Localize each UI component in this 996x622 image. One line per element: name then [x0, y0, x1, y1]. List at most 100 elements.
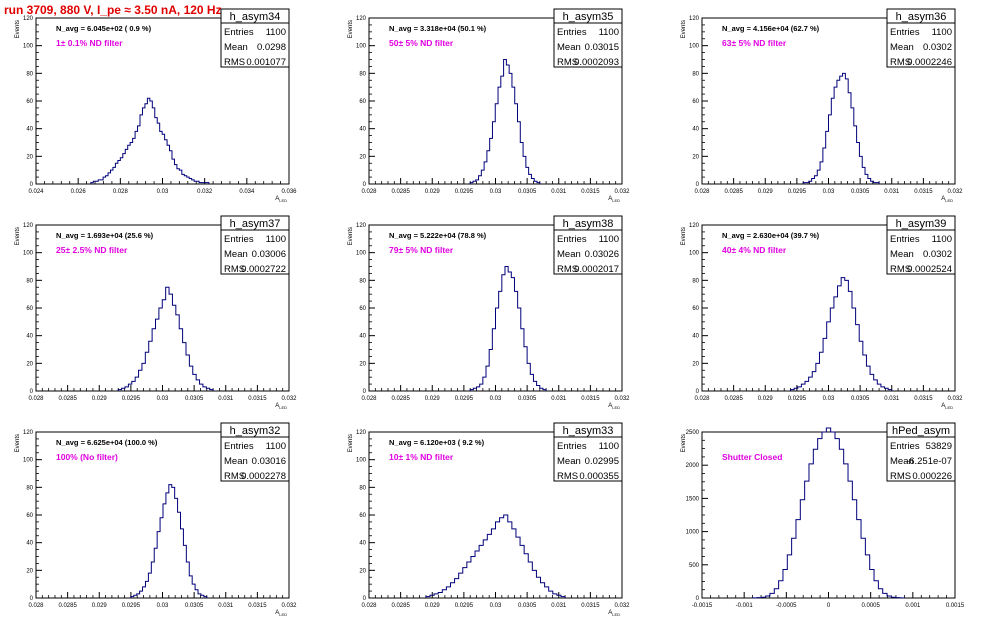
- x-axis-label-subscript: LED: [279, 405, 287, 410]
- stats-label: Entries: [557, 441, 587, 452]
- y-tick-label: 0: [696, 389, 700, 395]
- y-axis-label: Events: [681, 20, 687, 38]
- x-axis-label: ALED: [275, 403, 287, 410]
- x-tick-label: 0.0285: [391, 189, 410, 195]
- x-tick-label: 0.032: [947, 189, 963, 195]
- x-tick-label: 0.032: [614, 189, 630, 195]
- y-tick-label: 60: [359, 306, 366, 312]
- stats-box: [553, 229, 623, 275]
- stats-box: [553, 22, 623, 68]
- stats-value: 1100: [266, 27, 286, 38]
- stats-value: 1100: [266, 234, 286, 245]
- stats-value: 0.02995: [585, 456, 619, 467]
- x-tick-label: 0.031: [218, 603, 234, 609]
- histogram-panel-h_asym38: 0 20 40 60 80 100 120 0.028 0.0285 0.029 0.0295 0.0…: [348, 215, 630, 410]
- y-tick-label: 100: [23, 44, 34, 50]
- filter-annotation: Shutter Closed: [722, 452, 782, 462]
- y-tick-label: 40: [26, 127, 33, 133]
- histogram-title: h_asym39: [896, 218, 947, 230]
- histogram-panel-h_asym36: 0 20 40 60 80 100 120 0.028 0.0285 0.029 0.0295 0.0…: [681, 8, 963, 203]
- x-tick-label: 0.028: [28, 396, 44, 402]
- stats-value: 0.0002524: [907, 264, 952, 275]
- navg-annotation: N_avg = 6.625e+04 (100.0 %): [56, 438, 158, 447]
- stats-value: 1100: [599, 441, 619, 452]
- x-axis-label: ALED: [941, 403, 953, 410]
- x-tick-label: 0.0285: [391, 603, 410, 609]
- stats-box: [220, 436, 290, 482]
- x-tick-label: 0.031: [551, 189, 567, 195]
- stats-box: [220, 229, 290, 275]
- x-axis-label: ALED: [275, 610, 287, 617]
- y-tick-label: 60: [359, 99, 366, 105]
- x-tick-label: 0.032: [281, 396, 297, 402]
- stats-label: Mean: [224, 456, 248, 467]
- histogram-title: h_asym37: [230, 218, 281, 230]
- y-axis-label: Events: [348, 20, 354, 38]
- x-tick-label: 0.0295: [455, 603, 474, 609]
- y-tick-label: 500: [689, 563, 700, 569]
- x-tick-label: 0.0315: [248, 603, 267, 609]
- x-tick-label: 0.0305: [851, 189, 870, 195]
- y-tick-label: 80: [359, 485, 366, 491]
- y-tick-label: 120: [23, 223, 34, 229]
- y-tick-label: 40: [359, 334, 366, 340]
- x-tick-label: 0.029: [425, 396, 441, 402]
- y-axis-label: Events: [348, 227, 354, 245]
- x-tick-label: 0.0315: [581, 396, 600, 402]
- histogram-title: h_asym36: [896, 11, 947, 23]
- x-tick-label: 0.0005: [861, 603, 880, 609]
- histogram-panel-h_asym32: 0 20 40 60 80 100 120 0.028 0.0285 0.029 0.0295 0.0…: [15, 422, 297, 617]
- y-tick-label: 60: [692, 99, 699, 105]
- x-axis-label-subscript: LED: [279, 198, 287, 203]
- x-tick-label: 0.0305: [851, 396, 870, 402]
- filter-annotation: 63± 5% ND filter: [722, 38, 787, 48]
- x-axis-label: ALED: [608, 196, 620, 203]
- x-tick-label: 0.0285: [58, 396, 77, 402]
- x-tick-label: 0.031: [551, 603, 567, 609]
- x-tick-label: 0.03: [490, 396, 502, 402]
- stats-label: Entries: [890, 27, 920, 38]
- x-tick-label: 0.029: [92, 396, 108, 402]
- stats-label: Mean: [557, 249, 581, 260]
- y-tick-label: 80: [26, 278, 33, 284]
- y-axis-label: Events: [348, 434, 354, 452]
- filter-annotation: 1± 0.1% ND filter: [56, 38, 123, 48]
- x-tick-label: 0.03: [823, 396, 835, 402]
- y-tick-label: 2000: [686, 463, 700, 469]
- filter-annotation: 79± 5% ND filter: [389, 245, 454, 255]
- stats-value: 0.03026: [585, 249, 619, 260]
- histogram-title: h_asym38: [563, 218, 614, 230]
- stats-value: 0.0002246: [907, 57, 952, 68]
- y-tick-label: 60: [359, 513, 366, 519]
- y-axis-label: Events: [681, 434, 687, 452]
- y-tick-label: 80: [359, 278, 366, 284]
- x-tick-label: 0.024: [28, 189, 44, 195]
- y-tick-label: 20: [359, 154, 366, 160]
- stats-value: 0.03016: [252, 456, 286, 467]
- y-tick-label: 80: [692, 278, 699, 284]
- filter-annotation: 100% (No filter): [56, 452, 118, 462]
- x-tick-label: 0.0015: [946, 603, 965, 609]
- y-tick-label: 2500: [686, 430, 700, 436]
- x-tick-label: 0.0295: [455, 189, 474, 195]
- histogram-title: h_asym33: [563, 425, 614, 437]
- x-tick-label: 0.0295: [122, 396, 141, 402]
- stats-box: [886, 229, 956, 275]
- x-tick-label: 0.031: [218, 396, 234, 402]
- stats-label: Mean: [224, 249, 248, 260]
- x-tick-label: -0.0005: [776, 603, 797, 609]
- y-tick-label: 100: [23, 458, 34, 464]
- x-tick-label: 0.028: [113, 189, 129, 195]
- stats-label: RMS: [224, 471, 245, 482]
- stats-value: 0.0002722: [241, 264, 286, 275]
- y-tick-label: 0: [363, 596, 367, 602]
- navg-annotation: N_avg = 6.045e+02 ( 0.9 %): [56, 24, 152, 33]
- x-tick-label: 0.0315: [248, 396, 267, 402]
- stats-value: 0.03006: [252, 249, 286, 260]
- stats-value: 53829: [926, 441, 952, 452]
- stats-value: 0.0298: [257, 42, 286, 53]
- x-axis-label: ALED: [941, 196, 953, 203]
- stats-value: 1100: [266, 441, 286, 452]
- x-tick-label: 0.029: [758, 189, 774, 195]
- stats-label: Entries: [224, 27, 254, 38]
